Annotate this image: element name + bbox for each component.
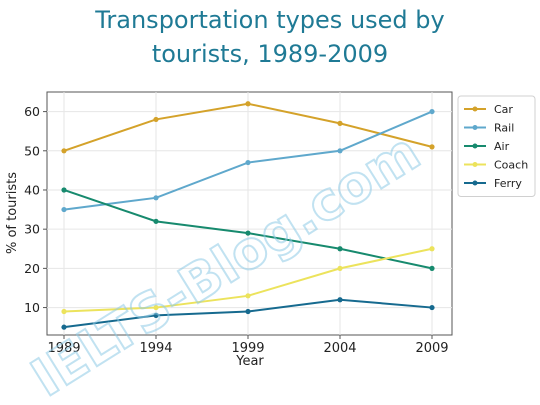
data-point-air xyxy=(153,218,159,224)
data-point-ferry xyxy=(153,312,159,319)
x-axis-ticks: 1989 1994 1999 2004 2009 xyxy=(47,335,449,356)
legend-marker-air xyxy=(472,143,478,149)
data-point-coach xyxy=(429,246,435,252)
x-tick-label: 2004 xyxy=(323,341,356,356)
legend-label-coach: Coach xyxy=(494,159,528,172)
legend: Car Rail Air Coach Ferry xyxy=(457,95,536,197)
data-point-air xyxy=(429,265,435,271)
data-point-car xyxy=(245,101,251,107)
data-point-car xyxy=(429,144,435,150)
data-point-car xyxy=(61,148,67,154)
y-tick-label: 50 xyxy=(24,143,40,158)
data-point-rail xyxy=(61,206,67,213)
legend-marker-ferry xyxy=(472,180,478,186)
chart-title-line-1: Transportation types used by xyxy=(94,6,444,34)
data-point-rail xyxy=(245,159,251,166)
data-point-coach xyxy=(245,293,251,299)
data-point-ferry xyxy=(245,308,251,315)
data-point-rail xyxy=(337,148,343,154)
legend-marker-rail xyxy=(472,125,478,130)
x-tick-label: 2009 xyxy=(415,341,448,356)
y-tick-label: 10 xyxy=(24,300,40,315)
data-point-coach xyxy=(153,304,159,311)
legend-label-rail: Rail xyxy=(494,122,514,135)
legend-label-car: Car xyxy=(494,103,513,116)
y-tick-label: 40 xyxy=(24,182,40,197)
data-point-ferry xyxy=(337,297,343,303)
data-point-air xyxy=(61,187,67,193)
legend-marker-car xyxy=(472,106,478,112)
y-axis-label: % of tourists xyxy=(5,172,20,254)
data-point-ferry xyxy=(429,304,435,311)
y-tick-label: 20 xyxy=(24,261,40,276)
data-point-air xyxy=(245,230,251,236)
y-tick-label: 60 xyxy=(24,104,40,119)
series-group xyxy=(61,101,435,330)
legend-marker-coach xyxy=(472,162,478,167)
x-axis-label: Year xyxy=(235,354,264,369)
data-point-car xyxy=(337,120,343,126)
data-point-car xyxy=(153,116,159,123)
grid-lines xyxy=(47,92,452,335)
x-tick-label: 1989 xyxy=(47,341,80,356)
data-point-coach xyxy=(61,308,67,315)
y-tick-label: 30 xyxy=(24,222,40,237)
data-point-rail xyxy=(429,108,435,115)
legend-box xyxy=(457,95,536,197)
data-point-coach xyxy=(337,265,343,271)
data-point-rail xyxy=(153,195,159,201)
x-tick-label: 1999 xyxy=(231,341,264,356)
legend-label-air: Air xyxy=(494,140,510,153)
y-axis-ticks: 10 20 30 40 50 60 xyxy=(24,104,47,315)
legend-label-ferry: Ferry xyxy=(494,177,522,190)
data-point-air xyxy=(337,246,343,252)
x-tick-label: 1994 xyxy=(139,341,172,356)
data-point-ferry xyxy=(61,324,67,330)
chart-title-line-2: tourists, 1989-2009 xyxy=(152,40,388,68)
